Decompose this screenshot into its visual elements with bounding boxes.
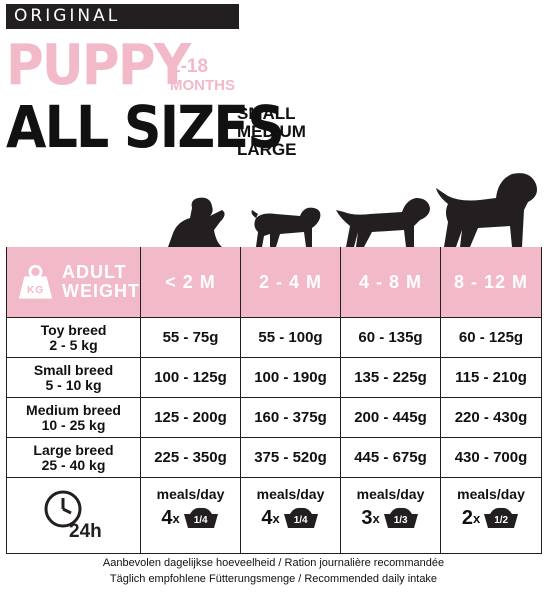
- clock-label: 24h: [69, 521, 102, 541]
- amount-cell: 55 - 75g: [140, 317, 241, 358]
- brand-badge: ORIGINAL: [6, 4, 239, 29]
- meal-fraction: 1/2: [494, 515, 509, 526]
- age-range-value: 1-18: [170, 56, 209, 77]
- meal-title: meals/day: [156, 486, 225, 502]
- age-column-lt2m: < 2 M: [140, 247, 241, 318]
- table-row: Large breed 25 - 40 kg 225 - 350g 375 - 5…: [6, 437, 542, 478]
- meal-title: meals/day: [457, 486, 525, 502]
- breed-name: Large breed: [33, 441, 114, 458]
- amount-cell: 125 - 200g: [140, 397, 241, 438]
- meal-fraction: 1/3: [393, 515, 408, 526]
- size-medium: MEDIUM: [237, 122, 306, 141]
- feeding-table: KG ADULT WEIGHT < 2 M 2 - 4 M 4 - 8 M 8 …: [6, 247, 542, 554]
- meal-fraction: 1/4: [193, 515, 208, 526]
- footer-line-2: Täglich empfohlene Fütterungsmenge / Rec…: [109, 573, 438, 585]
- amount-cell: 115 - 210g: [440, 357, 542, 398]
- table-header-row: KG ADULT WEIGHT < 2 M 2 - 4 M 4 - 8 M 8 …: [6, 247, 542, 318]
- meal-times: x: [272, 510, 280, 526]
- puppy-large-icon: [436, 173, 537, 247]
- amount-cell: 100 - 190g: [240, 357, 341, 398]
- clock-cell: 24h: [6, 477, 141, 554]
- breed-cell: Small breed 5 - 10 kg: [6, 357, 141, 398]
- amount-cell: 60 - 125g: [440, 317, 542, 358]
- meal-count: 3: [361, 506, 373, 529]
- breed-name: Medium breed: [26, 401, 121, 418]
- amount-cell: 200 - 445g: [340, 397, 441, 438]
- footer-line-1: Aanbevolen dagelijkse hoeveelheid / Rati…: [102, 557, 445, 569]
- amount-cell: 220 - 430g: [440, 397, 542, 438]
- age-column-2-4m: 2 - 4 M: [240, 247, 341, 318]
- table-row: Toy breed 2 - 5 kg 55 - 75g 55 - 100g 60 …: [6, 317, 542, 358]
- breed-weight: 2 - 5 kg: [49, 336, 98, 353]
- amount-cell: 100 - 125g: [140, 357, 241, 398]
- title-puppy: PUPPY: [6, 33, 191, 98]
- bowl-icon: 1/4: [282, 506, 320, 530]
- breed-name: Small breed: [33, 361, 114, 378]
- bowl-icon: 1/2: [482, 506, 520, 530]
- meal-title: meals/day: [256, 486, 325, 502]
- breed-weight: 5 - 10 kg: [45, 376, 102, 393]
- amount-cell: 60 - 135g: [340, 317, 441, 358]
- age-range: 1-18 MONTHS: [170, 57, 235, 95]
- age-column-8-12m: 8 - 12 M: [440, 247, 542, 318]
- puppy-medium-icon: [336, 198, 430, 247]
- bowl-icon: 1/4: [182, 506, 220, 530]
- bowl-icon: 1/3: [382, 506, 420, 530]
- amount-cell: 55 - 100g: [240, 317, 341, 358]
- breed-name: Toy breed: [40, 321, 107, 338]
- age-range-unit: MONTHS: [170, 77, 235, 94]
- breed-cell: Toy breed 2 - 5 kg: [6, 317, 141, 358]
- table-row: Small breed 5 - 10 kg 100 - 125g 100 - 19…: [6, 357, 542, 398]
- meal-count: 2: [461, 506, 473, 529]
- size-large: LARGE: [237, 140, 297, 159]
- size-small: SMALL: [237, 104, 296, 123]
- meal-title: meals/day: [356, 486, 425, 502]
- amount-cell: 160 - 375g: [240, 397, 341, 438]
- amount-cell: 430 - 700g: [440, 437, 542, 478]
- adult-label: ADULT: [62, 262, 127, 282]
- meal-count: 4: [261, 506, 273, 529]
- puppy-small-icon: [251, 207, 321, 247]
- kg-label: KG: [27, 285, 44, 296]
- table-row: Medium breed 10 - 25 kg 125 - 200g 160 - …: [6, 397, 542, 438]
- breed-weight: 25 - 40 kg: [41, 456, 106, 473]
- breed-cell: Medium breed 10 - 25 kg: [6, 397, 141, 438]
- breed-weight: 10 - 25 kg: [41, 416, 106, 433]
- amount-cell: 225 - 350g: [140, 437, 241, 478]
- age-column-4-8m: 4 - 8 M: [340, 247, 441, 318]
- puppy-sitting-icon: [168, 197, 225, 247]
- meal-fraction: 1/4: [293, 515, 308, 526]
- clock-24h-icon: 24h: [44, 490, 102, 542]
- meal-times: x: [172, 510, 180, 526]
- meal-count: 4: [161, 506, 173, 529]
- amount-cell: 135 - 225g: [340, 357, 441, 398]
- adult-weight-header: KG ADULT WEIGHT: [6, 247, 141, 318]
- meal-times: x: [472, 510, 481, 526]
- meal-times: x: [372, 510, 380, 526]
- amount-cell: 375 - 520g: [240, 437, 341, 478]
- weight-kg-icon: KG: [18, 264, 53, 299]
- breed-cell: Large breed 25 - 40 kg: [6, 437, 141, 478]
- amount-cell: 445 - 675g: [340, 437, 441, 478]
- title-all-sizes: ALL SIZES: [6, 93, 285, 161]
- sizes-list: SMALL MEDIUM LARGE: [237, 105, 306, 159]
- weight-label: WEIGHT: [62, 281, 140, 301]
